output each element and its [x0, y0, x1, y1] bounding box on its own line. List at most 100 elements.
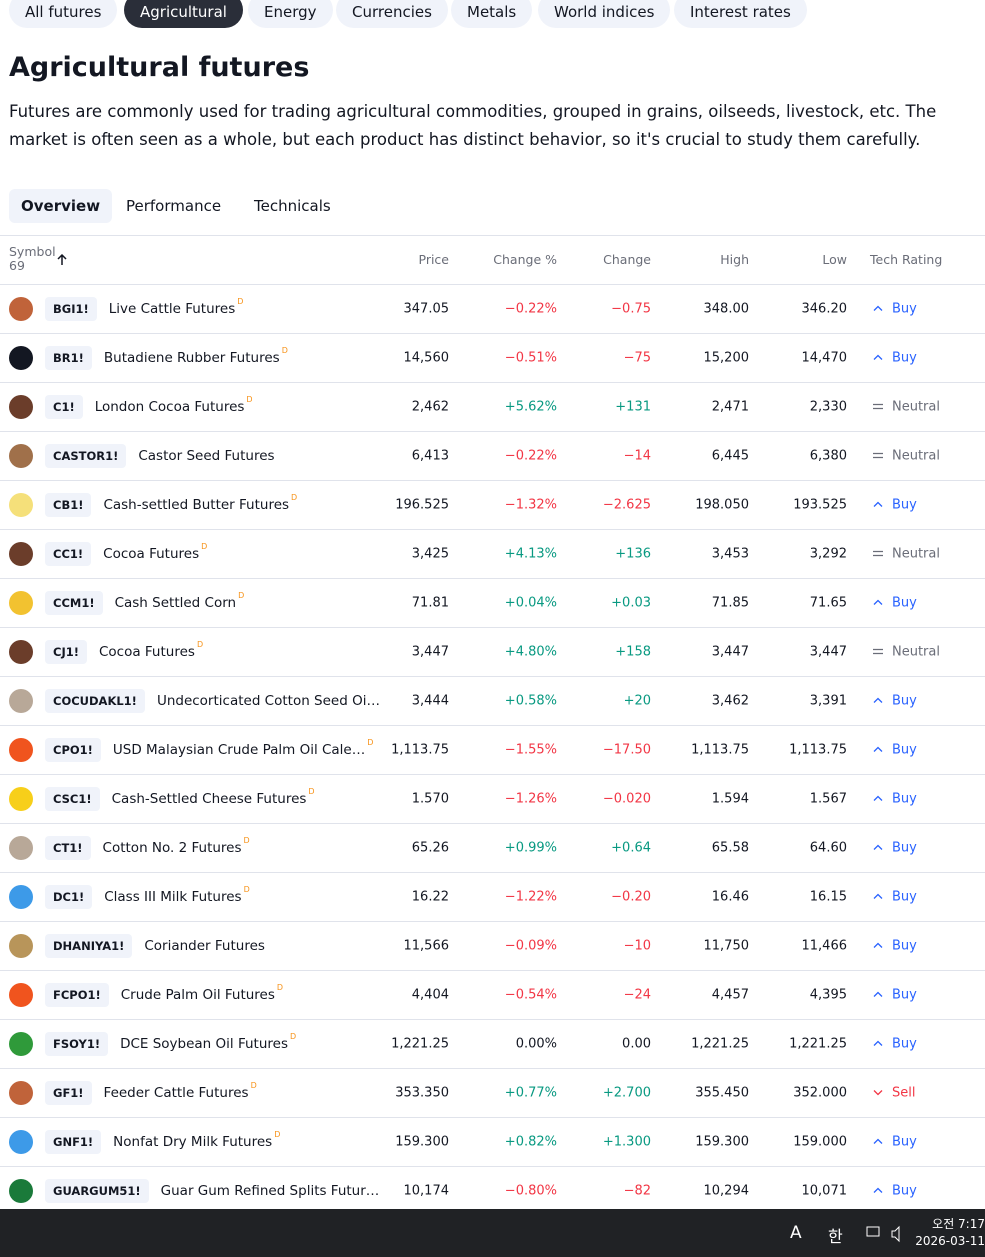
ticker[interactable]: CB1! [45, 493, 92, 517]
rating-icon [872, 400, 884, 415]
ticker[interactable]: CJ1! [45, 640, 87, 664]
sort-arrow[interactable] [56, 253, 68, 267]
instrument-name[interactable]: Feeder Cattle Futures [103, 1085, 249, 1101]
value-cell: 1,113.75 [391, 742, 449, 758]
value-cell: +2.700 [602, 1085, 651, 1101]
value-cell: 16.46 [711, 889, 749, 905]
ticker[interactable]: CT1! [45, 836, 91, 860]
instrument-name[interactable]: Cash Settled Corn [114, 595, 237, 611]
delay-mark: D [276, 982, 284, 992]
instrument-name[interactable]: Guar Gum Refined Splits Futur… [160, 1183, 380, 1199]
ticker[interactable]: CC1! [45, 542, 92, 566]
instrument-name[interactable]: Castor Seed Futures [138, 448, 275, 464]
column-header[interactable]: Price [418, 252, 450, 267]
tech-rating: Buy [892, 1134, 917, 1150]
instrument-name[interactable]: Cash-settled Butter Futures [103, 497, 290, 513]
ticker[interactable]: BR1! [45, 346, 92, 370]
symbol-cell[interactable]: CJ1! Cocoa Futures D [45, 640, 203, 664]
symbol-cell[interactable]: CC1! Cocoa Futures D [45, 542, 207, 566]
tech-rating: Neutral [892, 644, 940, 660]
ticker[interactable]: CPO1! [45, 738, 101, 762]
instrument-name[interactable]: DCE Soybean Oil Futures [120, 1036, 288, 1052]
symbol-cell[interactable]: BR1! Butadiene Rubber Futures D [45, 346, 288, 370]
tray-icons[interactable] [866, 1225, 906, 1243]
view-tab[interactable]: Overview [9, 189, 113, 223]
instrument-name[interactable]: Crude Palm Oil Futures [120, 987, 275, 1003]
column-header[interactable]: Low [822, 252, 847, 267]
category-tab[interactable]: Energy [248, 0, 333, 28]
ime-lang[interactable]: 한 [828, 1227, 843, 1246]
instrument-name[interactable]: Coriander Futures [144, 938, 265, 954]
symbol-cell[interactable]: CT1! Cotton No. 2 Futures D [45, 836, 250, 860]
instrument-name[interactable]: London Cocoa Futures [94, 399, 245, 415]
column-header[interactable]: High [720, 252, 749, 267]
category-tab[interactable]: Interest rates [674, 0, 807, 28]
tech-rating: Buy [892, 987, 917, 1003]
column-header[interactable]: Tech Rating [870, 252, 943, 267]
ticker[interactable]: GNF1! [45, 1130, 102, 1154]
clock[interactable]: 오전 7:17 2026-03-11 [915, 1216, 985, 1250]
rating-icon [872, 694, 884, 709]
category-tab[interactable]: All futures [9, 0, 118, 28]
symbol-header[interactable]: Symbol 69 [9, 245, 56, 273]
symbol-cell[interactable]: GNF1! Nonfat Dry Milk Futures D [45, 1130, 280, 1154]
symbol-cell[interactable]: FSOY1! DCE Soybean Oil Futures D [45, 1032, 296, 1056]
instrument-name[interactable]: Butadiene Rubber Futures [103, 350, 280, 366]
instrument-name[interactable]: Cash-Settled Cheese Futures [111, 791, 307, 807]
row-divider [0, 333, 985, 334]
instrument-name[interactable]: Class III Milk Futures [104, 889, 242, 905]
instrument-name[interactable]: USD Malaysian Crude Palm Oil Cale… [112, 742, 366, 758]
ticker[interactable]: GF1! [45, 1081, 92, 1105]
taskbar: A 한 오전 7:17 2026-03-11 [0, 1209, 985, 1257]
instrument-name[interactable]: Cocoa Futures [98, 644, 195, 660]
ticker[interactable]: C1! [45, 395, 83, 419]
value-cell: 11,466 [801, 938, 848, 954]
category-tab[interactable]: Agricultural [124, 0, 243, 28]
category-tab[interactable]: Currencies [336, 0, 448, 28]
symbol-cell[interactable]: CPO1! USD Malaysian Crude Palm Oil Cale… D [45, 738, 373, 762]
value-cell: +0.03 [611, 595, 651, 611]
symbol-cell[interactable]: CB1! Cash-settled Butter Futures D [45, 493, 297, 517]
instrument-name[interactable]: Cotton No. 2 Futures [102, 840, 242, 856]
instrument-name[interactable]: Nonfat Dry Milk Futures [113, 1134, 273, 1150]
view-tab[interactable]: Technicals [254, 197, 331, 215]
symbol-cell[interactable]: CASTOR1! Castor Seed Futures [45, 444, 275, 468]
symbol-cell[interactable]: BGI1! Live Cattle Futures D [45, 297, 243, 321]
value-cell: −10 [623, 938, 651, 954]
value-cell: 2,462 [411, 399, 449, 415]
ticker[interactable]: CSC1! [45, 787, 100, 811]
symbol-cell[interactable]: CSC1! Cash-Settled Cheese Futures D [45, 787, 315, 811]
symbol-cell[interactable]: FCPO1! Crude Palm Oil Futures D [45, 983, 283, 1007]
ticker[interactable]: FSOY1! [45, 1032, 109, 1056]
symbol-cell[interactable]: DHANIYA1! Coriander Futures [45, 934, 265, 958]
instrument-name[interactable]: Cocoa Futures [103, 546, 200, 562]
value-cell: 348.00 [703, 301, 750, 317]
value-cell: 10,071 [801, 1183, 848, 1199]
ticker[interactable]: FCPO1! [45, 983, 109, 1007]
ticker[interactable]: BGI1! [45, 297, 97, 321]
delay-mark: D [250, 1080, 257, 1090]
ticker[interactable]: DC1! [45, 885, 93, 909]
symbol-cell[interactable]: C1! London Cocoa Futures D [45, 395, 253, 419]
symbol-cell[interactable]: CCM1! Cash Settled Corn D [45, 591, 244, 615]
value-cell: +0.04% [504, 595, 557, 611]
ticker[interactable]: CCM1! [45, 591, 103, 615]
value-cell: 11,750 [703, 938, 750, 954]
column-header[interactable]: Change [603, 252, 651, 267]
ticker[interactable]: DHANIYA1! [45, 934, 133, 958]
ticker[interactable]: COCUDAKL1! [45, 689, 145, 713]
rating-icon [872, 792, 884, 807]
instrument-name[interactable]: Live Cattle Futures [108, 301, 236, 317]
symbol-cell[interactable]: COCUDAKL1! Undecorticated Cotton Seed Oi… [45, 689, 380, 713]
category-tab[interactable]: World indices [538, 0, 671, 28]
view-tab[interactable]: Performance [126, 197, 222, 215]
ticker[interactable]: CASTOR1! [45, 444, 127, 468]
ticker[interactable]: GUARGUM51! [45, 1179, 149, 1203]
symbol-cell[interactable]: GUARGUM51! Guar Gum Refined Splits Futur… [45, 1179, 379, 1203]
column-header[interactable]: Change % [493, 252, 557, 267]
ime-mode[interactable]: A [790, 1223, 802, 1243]
symbol-cell[interactable]: GF1! Feeder Cattle Futures D [45, 1081, 257, 1105]
instrument-name[interactable]: Undecorticated Cotton Seed Oi… [156, 693, 380, 709]
symbol-cell[interactable]: DC1! Class III Milk Futures D [45, 885, 250, 909]
category-tab[interactable]: Metals [451, 0, 533, 28]
